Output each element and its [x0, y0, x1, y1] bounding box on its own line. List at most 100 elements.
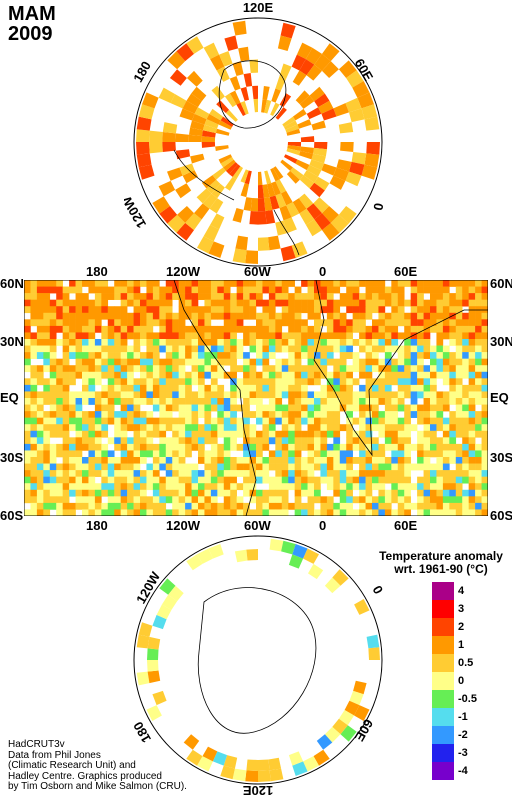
anomaly-cell [468, 443, 476, 451]
anomaly-cell [320, 306, 328, 314]
anomaly-cell [236, 384, 244, 392]
polar-anomaly-cell [203, 224, 220, 242]
anomaly-cell [346, 424, 353, 432]
anomaly-cell [352, 404, 360, 412]
anomaly-cell [417, 384, 424, 392]
anomaly-cell [404, 411, 411, 418]
anomaly-cell [384, 312, 392, 320]
anomaly-cell [320, 430, 328, 438]
anomaly-cell [217, 443, 225, 451]
anomaly-cell [49, 358, 57, 366]
anomaly-cell [372, 450, 379, 458]
anomaly-cell [198, 312, 205, 320]
anomaly-cell [223, 332, 231, 340]
anomaly-cell [249, 365, 257, 373]
anomaly-cell [230, 358, 237, 366]
polar-anomaly-cell [167, 214, 186, 233]
polar-anomaly-cell [147, 670, 161, 684]
anomaly-cell [133, 411, 141, 418]
anomaly-cell [146, 371, 154, 379]
anomaly-cell [359, 502, 366, 510]
anomaly-cell [172, 417, 179, 425]
anomaly-cell [165, 352, 173, 359]
anomaly-cell [75, 411, 83, 418]
anomaly-cell [475, 489, 482, 497]
anomaly-cell [455, 299, 463, 307]
anomaly-cell [36, 371, 44, 379]
anomaly-cell [449, 443, 457, 451]
anomaly-cell [30, 457, 38, 464]
anomaly-cell [378, 476, 386, 484]
anomaly-cell [107, 286, 115, 294]
anomaly-cell [217, 411, 225, 418]
anomaly-cell [314, 411, 321, 418]
anomaly-cell [359, 306, 366, 314]
anomaly-cell [404, 424, 411, 432]
polar-anomaly-cell [322, 61, 339, 78]
anomaly-cell [30, 489, 38, 497]
anomaly-cell [301, 371, 308, 379]
anomaly-cell [359, 325, 366, 333]
anomaly-cell [210, 299, 218, 307]
anomaly-cell [397, 496, 405, 504]
anomaly-cell [404, 450, 411, 458]
anomaly-cell [352, 476, 360, 484]
anomaly-cell [468, 319, 476, 327]
anomaly-cell [43, 437, 51, 445]
anomaly-cell [69, 398, 76, 405]
anomaly-cell [165, 437, 173, 445]
anomaly-cell [152, 424, 160, 432]
anomaly-cell [288, 339, 295, 346]
anomaly-cell [75, 430, 83, 438]
anomaly-cell [314, 325, 321, 333]
anomaly-cell [146, 299, 154, 307]
anomaly-cell [404, 378, 411, 386]
anomaly-cell [404, 332, 411, 340]
anomaly-cell [24, 345, 31, 353]
anomaly-cell [49, 345, 57, 353]
anomaly-cell [346, 443, 353, 451]
anomaly-cell [346, 306, 353, 314]
anomaly-cell [75, 502, 83, 510]
anomaly-cell [281, 496, 289, 504]
anomaly-cell [140, 319, 147, 327]
anomaly-cell [127, 345, 134, 353]
anomaly-cell [204, 450, 212, 458]
anomaly-cell [159, 476, 167, 484]
anomaly-cell [275, 365, 283, 373]
anomaly-cell [43, 457, 51, 464]
anomaly-cell [262, 457, 270, 464]
anomaly-cell [204, 509, 212, 516]
polar-anomaly-cell [204, 119, 219, 129]
anomaly-cell [468, 430, 476, 438]
anomaly-cell [243, 457, 250, 464]
anomaly-cell [243, 325, 250, 333]
anomaly-cell [442, 476, 450, 484]
anomaly-cell [146, 470, 154, 477]
polar-anomaly-cell [186, 749, 203, 766]
anomaly-cell [172, 339, 179, 346]
legend-swatch [432, 672, 454, 690]
polar-anomaly-cell [183, 734, 200, 750]
anomaly-cell [430, 476, 437, 484]
anomaly-cell [30, 280, 38, 287]
anomaly-cell [159, 457, 167, 464]
anomaly-cell [455, 417, 463, 425]
anomaly-cell [307, 502, 315, 510]
anomaly-cell [320, 424, 328, 432]
anomaly-cell [468, 345, 476, 353]
anomaly-cell [198, 352, 205, 359]
anomaly-cell [146, 476, 154, 484]
anomaly-cell [391, 496, 399, 504]
polar-anomaly-cell [215, 145, 229, 151]
anomaly-cell [127, 358, 134, 366]
anomaly-cell [210, 293, 218, 300]
anomaly-cell [243, 483, 250, 491]
anomaly-cell [294, 332, 302, 340]
anomaly-cell [301, 489, 308, 497]
legend-swatch [432, 744, 454, 762]
anomaly-cell [346, 496, 353, 504]
credits-line2: Data from Phil Jones [8, 749, 101, 761]
anomaly-cell [378, 358, 386, 366]
polar-anomaly-cell [352, 81, 370, 98]
